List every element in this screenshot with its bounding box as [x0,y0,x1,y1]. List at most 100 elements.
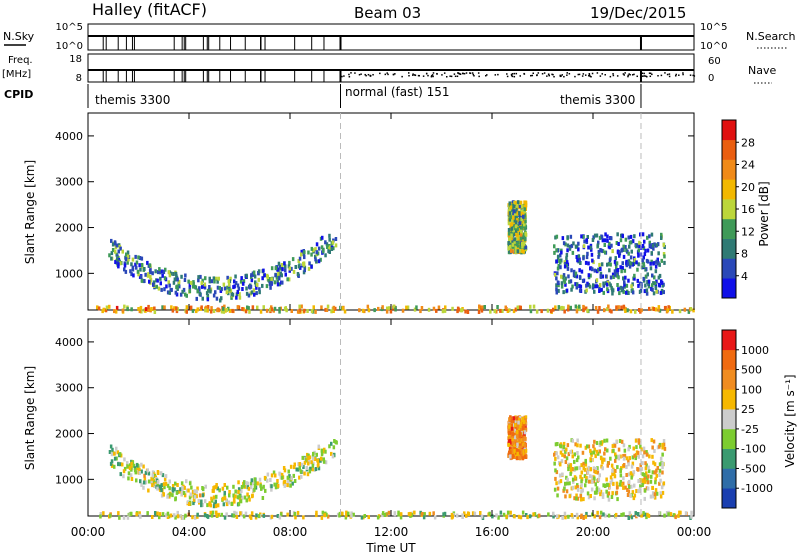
data-cell [523,236,527,241]
data-cell [314,467,318,471]
data-cell [251,305,255,310]
data-cell [167,280,170,285]
data-cell [257,277,260,282]
data-cell [334,440,337,445]
data-cell [298,475,301,480]
data-cell [559,253,562,258]
data-cell [517,452,521,457]
data-cell [518,248,522,253]
data-cell [615,241,619,245]
data-cell [192,501,195,506]
data-cell [662,439,666,443]
data-cell [455,513,459,518]
data-cell [618,251,622,256]
data-cell [649,494,653,499]
data-cell [509,510,512,515]
data-cell [256,481,259,486]
data-cell [285,308,288,313]
data-cell [512,215,515,220]
data-cell [350,511,353,516]
data-cell [515,220,518,225]
data-cell [137,307,140,311]
data-cell [584,458,587,463]
nave-dot [412,73,414,75]
data-cell [208,279,212,284]
data-cell [193,284,197,289]
data-cell [177,279,181,284]
data-cell [289,483,292,488]
data-cell [576,305,579,310]
data-cell [123,263,127,268]
data-cell [597,487,601,492]
data-cell [577,241,580,246]
data-cell [143,279,146,283]
data-cell [166,515,170,519]
data-cell [513,435,517,440]
data-cell [555,290,558,295]
data-cell [622,456,626,461]
data-cell [658,481,661,486]
data-cell [201,296,204,301]
data-cell [258,287,261,292]
data-cell [153,306,156,311]
data-cell [614,515,618,519]
data-cell [296,272,300,276]
data-cell [639,463,642,468]
nave-dot [609,75,612,78]
data-cell [139,305,143,310]
nsky-label: N.Sky [3,30,35,43]
data-cell [243,480,246,485]
data-cell [524,427,528,432]
data-cell [643,252,647,257]
data-cell [140,256,144,261]
data-cell [296,309,300,314]
data-cell [230,291,233,296]
data-cell [587,479,591,484]
data-cell [237,487,241,492]
data-cell [150,307,153,311]
data-cell [566,477,569,482]
nave-dot [693,75,696,77]
colorbar-tick-label: 25 [741,403,755,416]
data-cell [659,494,663,499]
data-cell [263,475,267,480]
data-cell [615,481,619,486]
data-cell [149,270,152,275]
data-cell [166,290,170,295]
data-cell [603,238,607,243]
data-cell [516,442,519,447]
data-cell [193,489,196,494]
data-cell [276,514,280,518]
data-cell [571,250,575,255]
data-cell [509,450,512,455]
data-cell [562,488,565,493]
data-cell [513,427,516,432]
data-cell [519,233,523,238]
data-cell [615,305,618,310]
data-cell [517,237,520,242]
data-cell [319,458,322,463]
data-cell [597,267,600,272]
nave-dot [601,73,603,75]
data-cell [226,275,229,280]
data-cell [649,479,653,484]
data-cell [226,485,229,490]
data-cell [508,424,511,429]
nave-dot [445,75,448,78]
data-cell [280,263,284,267]
colorbar-segment [722,238,736,259]
data-cell [506,510,510,515]
data-cell [627,291,630,295]
data-cell [188,286,191,291]
data-cell [288,266,292,271]
data-cell [514,246,517,251]
data-cell [450,515,454,520]
data-cell [270,307,274,312]
data-cell [602,483,605,488]
data-cell [506,309,510,313]
data-cell [564,449,567,454]
data-cell [624,309,627,313]
data-cell [575,282,579,287]
data-cell [520,420,524,425]
